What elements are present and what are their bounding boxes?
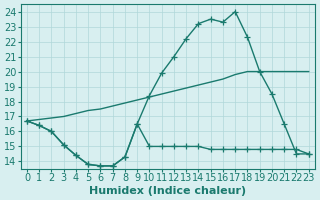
X-axis label: Humidex (Indice chaleur): Humidex (Indice chaleur): [89, 186, 246, 196]
